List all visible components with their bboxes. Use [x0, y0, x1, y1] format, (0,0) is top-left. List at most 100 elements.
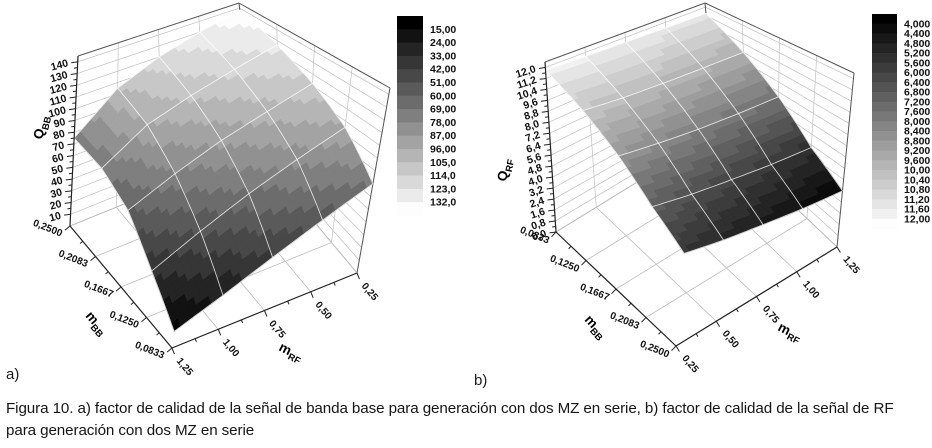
- svg-text:130: 130: [49, 69, 69, 85]
- svg-text:0,1667: 0,1667: [578, 282, 611, 304]
- svg-text:9,6: 9,6: [522, 96, 540, 112]
- y-axis-title: mBB: [80, 308, 111, 340]
- svg-text:5,6: 5,6: [525, 151, 543, 167]
- svg-text:11,2: 11,2: [515, 74, 538, 92]
- svg-text:4,8: 4,8: [526, 162, 544, 178]
- svg-text:30: 30: [49, 186, 64, 201]
- svg-text:60,00: 60,00: [430, 90, 456, 102]
- svg-text:5,200: 5,200: [904, 48, 930, 60]
- surface-mesh: [73, 9, 374, 332]
- svg-text:0,25: 0,25: [679, 353, 700, 375]
- caption-line-1: Figura 10. a) factor de calidad de la se…: [6, 400, 894, 417]
- svg-text:4,0: 4,0: [527, 173, 545, 189]
- surface: [73, 9, 374, 332]
- svg-text:96,00: 96,00: [430, 144, 456, 156]
- svg-text:0,2500: 0,2500: [638, 339, 671, 361]
- surface-mesh: [545, 13, 843, 254]
- svg-text:4,000: 4,000: [904, 18, 930, 30]
- svg-text:7,600: 7,600: [904, 106, 930, 118]
- svg-text:mRF: mRF: [774, 319, 805, 347]
- svg-text:51,00: 51,00: [430, 77, 456, 89]
- svg-text:120: 120: [48, 81, 68, 97]
- svg-text:9,600: 9,600: [904, 155, 930, 167]
- svg-text:4,400: 4,400: [904, 28, 930, 40]
- panel-label-b: b): [474, 372, 488, 389]
- svg-text:33,00: 33,00: [430, 50, 456, 62]
- svg-text:100: 100: [47, 104, 67, 120]
- surface: [544, 13, 844, 254]
- svg-text:0,25: 0,25: [359, 281, 380, 303]
- y-axis-title: mBB: [579, 312, 610, 344]
- svg-text:1,6: 1,6: [529, 206, 547, 222]
- svg-text:12,00: 12,00: [904, 213, 930, 225]
- svg-text:132,0: 132,0: [430, 197, 456, 209]
- svg-text:1,00: 1,00: [800, 279, 821, 301]
- svg-text:140: 140: [50, 57, 70, 73]
- svg-text:50: 50: [50, 163, 65, 178]
- svg-text:15,00: 15,00: [430, 24, 456, 36]
- svg-text:mBB: mBB: [80, 308, 111, 340]
- caption-line-2: para generación con dos MZ en serie: [6, 421, 255, 439]
- svg-text:1,00: 1,00: [220, 337, 241, 359]
- x-axis-title: mRF: [275, 339, 306, 367]
- surface-plot-a: 1,25 1,00 0,75 0,50 0,25 0,0833 0,1250 0,1667 0,…: [30, 2, 456, 378]
- svg-text:8,000: 8,000: [904, 116, 930, 128]
- svg-text:6,4: 6,4: [525, 140, 543, 156]
- svg-text:QBB: QBB: [30, 113, 54, 141]
- svg-text:0,2083: 0,2083: [608, 310, 641, 332]
- svg-text:7,200: 7,200: [904, 96, 930, 108]
- z-axis: 0,00,81,62,43,24,04,85,66,47,28,08,89,6 1…: [514, 61, 557, 244]
- svg-text:60: 60: [51, 151, 66, 166]
- svg-text:10,00: 10,00: [904, 165, 930, 177]
- svg-text:70: 70: [51, 139, 66, 154]
- svg-text:4,800: 4,800: [904, 38, 930, 50]
- svg-text:0,75: 0,75: [760, 304, 781, 326]
- svg-text:90: 90: [52, 116, 67, 131]
- svg-text:0,0: 0,0: [530, 228, 548, 244]
- svg-text:8,400: 8,400: [904, 126, 930, 138]
- svg-text:3,2: 3,2: [528, 184, 546, 200]
- svg-text:105,0: 105,0: [430, 157, 456, 169]
- svg-text:1,25: 1,25: [840, 254, 861, 276]
- svg-text:6,000: 6,000: [904, 67, 930, 79]
- svg-text:6,800: 6,800: [904, 87, 930, 99]
- svg-text:mRF: mRF: [275, 339, 306, 367]
- svg-text:1,25: 1,25: [174, 356, 195, 378]
- svg-text:80: 80: [52, 128, 67, 143]
- svg-text:42,00: 42,00: [430, 64, 456, 76]
- svg-text:10: 10: [48, 210, 63, 225]
- svg-text:mBB: mBB: [579, 312, 610, 344]
- x-axis-mrf: 0,25 0,50 0,75 1,00 1,25: [675, 246, 862, 376]
- svg-text:7,2: 7,2: [524, 129, 542, 145]
- svg-text:8,8: 8,8: [523, 107, 541, 123]
- svg-text:0,50: 0,50: [313, 300, 334, 322]
- svg-text:5,600: 5,600: [904, 57, 930, 69]
- z-axis-title: QRF: [494, 157, 517, 184]
- svg-text:20: 20: [49, 198, 64, 213]
- svg-text:114,0: 114,0: [430, 170, 456, 182]
- svg-text:0,1250: 0,1250: [548, 253, 581, 275]
- svg-text:123,0: 123,0: [430, 183, 456, 195]
- svg-text:78,00: 78,00: [430, 117, 456, 129]
- svg-text:0,0833: 0,0833: [133, 340, 166, 362]
- figure-caption: Figura 10. a) factor de calidad de la se…: [6, 398, 930, 441]
- svg-text:69,00: 69,00: [430, 104, 456, 116]
- svg-text:11,20: 11,20: [904, 194, 930, 206]
- svg-text:0,2083: 0,2083: [57, 248, 90, 270]
- svg-text:10,80: 10,80: [904, 184, 930, 196]
- svg-text:40: 40: [50, 175, 65, 190]
- svg-text:QRF: QRF: [494, 157, 517, 184]
- svg-text:0,1250: 0,1250: [108, 309, 141, 331]
- svg-text:110: 110: [48, 92, 68, 108]
- svg-text:8,0: 8,0: [523, 118, 541, 134]
- x-axis-title: mRF: [774, 319, 805, 347]
- panel-label-a: a): [6, 366, 20, 383]
- svg-text:24,00: 24,00: [430, 37, 456, 49]
- surface-plot-b: 0,25 0,50 0,75 1,00 1,25 0,2500 0,2083 0,1667 0,…: [494, 2, 930, 376]
- svg-text:0,50: 0,50: [720, 328, 741, 350]
- svg-text:87,00: 87,00: [430, 130, 456, 142]
- svg-text:11,60: 11,60: [904, 204, 930, 216]
- svg-text:6,400: 6,400: [904, 77, 930, 89]
